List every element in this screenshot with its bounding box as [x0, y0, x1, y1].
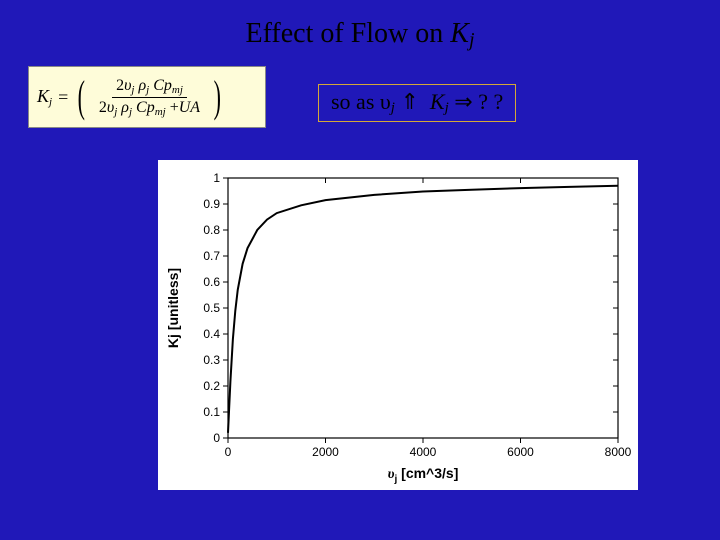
q-v1: υ — [380, 89, 391, 114]
svg-text:6000: 6000 — [507, 445, 534, 459]
svg-text:4000: 4000 — [410, 445, 437, 459]
formula-box: Kj = ( 2υj ρj Cpmj 2υj ρj Cpmj +UA ) — [28, 66, 266, 128]
svg-text:8000: 8000 — [605, 445, 632, 459]
formula-lhs-var: K — [37, 86, 49, 106]
svg-text:2000: 2000 — [312, 445, 339, 459]
paren-left: ( — [78, 75, 85, 119]
q-prefix: so as — [331, 89, 380, 114]
svg-text:0.7: 0.7 — [203, 249, 220, 263]
title-var: K — [450, 18, 469, 49]
title-text: Effect of Flow on — [245, 18, 450, 49]
formula-lhs-sub: j — [49, 96, 52, 108]
formula-numerator: 2υj ρj Cpmj — [112, 76, 187, 98]
svg-text:0.5: 0.5 — [203, 301, 220, 315]
svg-text:0.9: 0.9 — [203, 197, 220, 211]
q-v1sub: j — [391, 100, 395, 116]
svg-text:0.2: 0.2 — [203, 379, 220, 393]
formula: Kj = ( 2υj ρj Cpmj 2υj ρj Cpmj +UA ) — [37, 75, 225, 119]
svg-text:0.4: 0.4 — [203, 327, 220, 341]
svg-text:Kj [unitless]: Kj [unitless] — [165, 268, 181, 348]
q-arrow2: ⇒ — [454, 89, 472, 114]
svg-text:υj [cm^3/s]: υj [cm^3/s] — [388, 465, 459, 485]
q-v2sub: j — [445, 100, 449, 116]
q-tail: ? ? — [473, 89, 504, 114]
q-v2: K — [430, 89, 445, 114]
title-sub: j — [469, 29, 475, 51]
svg-text:0.3: 0.3 — [203, 353, 220, 367]
chart-svg: 0 0.1 0.2 0.3 0.4 0.5 0.6 0.7 0.8 0.9 1 0 2000 4000 60… — [158, 160, 638, 490]
svg-text:1: 1 — [213, 171, 220, 185]
formula-denominator: 2υj ρj Cpmj +UA — [95, 98, 204, 119]
formula-eq: = — [58, 87, 68, 108]
svg-text:0.8: 0.8 — [203, 223, 220, 237]
svg-text:0.1: 0.1 — [203, 405, 220, 419]
formula-fraction: 2υj ρj Cpmj 2υj ρj Cpmj +UA — [95, 76, 204, 119]
svg-text:0.6: 0.6 — [203, 275, 220, 289]
q-arrow1: ⇑ — [400, 89, 418, 114]
svg-text:0: 0 — [225, 445, 232, 459]
page-title: Effect of Flow on Kj — [0, 0, 720, 52]
svg-text:0: 0 — [213, 431, 220, 445]
question-box: so as υj ⇑ Kj ⇒ ? ? — [318, 84, 516, 122]
paren-right: ) — [214, 75, 221, 119]
chart-container: 0 0.1 0.2 0.3 0.4 0.5 0.6 0.7 0.8 0.9 1 0 2000 4000 60… — [158, 160, 638, 490]
